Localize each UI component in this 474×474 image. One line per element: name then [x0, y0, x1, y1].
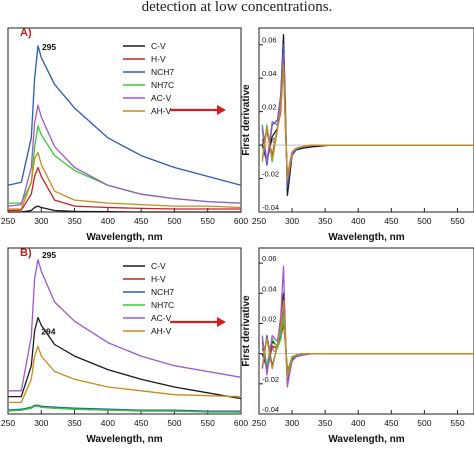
series-line	[7, 166, 241, 212]
series-line	[8, 125, 242, 204]
x-tick-label: 550	[450, 216, 464, 226]
x-tick-label: 300	[285, 418, 299, 428]
y-tick-label: -0.02	[262, 170, 279, 179]
legend-label: H-V	[151, 274, 166, 284]
legend-label: C-V	[151, 261, 166, 271]
y-tick-label: -0.04	[262, 203, 279, 212]
x-tick-label: 600	[234, 216, 248, 226]
series-line	[261, 292, 474, 385]
x-tick-label: 350	[67, 418, 81, 428]
y-axis-label: First derivative	[241, 295, 252, 367]
caption-fragment: detection at low concentrations.	[141, 0, 333, 15]
x-tick-label: 450	[384, 216, 398, 226]
x-tick-label: 400	[101, 418, 115, 428]
series-line	[8, 345, 242, 404]
x-tick-label: 450	[384, 418, 398, 428]
series-line	[261, 64, 474, 180]
chart-panel: 250 300 350 400 450 500 550 600 Wavelength, nm B)…	[1, 247, 248, 445]
series-line	[261, 315, 474, 373]
legend-label: NH7C	[151, 300, 174, 310]
x-tick-label: 300	[285, 216, 299, 226]
y-tick-label: 0.04	[262, 284, 277, 293]
legend-label: H-V	[151, 54, 166, 64]
series-line	[7, 45, 242, 186]
legend-label: NH7C	[151, 80, 174, 90]
series-line	[8, 205, 241, 213]
plot-frame	[258, 247, 474, 415]
red-arrow	[170, 317, 226, 327]
x-tick-label: 250	[252, 216, 266, 226]
x-tick-label: 300	[34, 216, 48, 226]
red-arrow	[170, 105, 226, 115]
panel-label: A)	[20, 27, 32, 39]
y-axis-label: First derivative	[241, 84, 252, 156]
chart-panel: 250 300 350 400 450 500 5500.060.040.020.00-0.…	[241, 247, 474, 445]
x-tick-label: 350	[318, 216, 332, 226]
x-tick-label: 400	[351, 216, 365, 226]
x-tick-label: 250	[252, 418, 266, 428]
y-tick-label: 0.02	[262, 314, 277, 323]
x-tick-label: 450	[134, 216, 148, 226]
series-line	[261, 307, 474, 377]
series-line	[261, 34, 474, 196]
series-line	[261, 322, 474, 373]
x-tick-label: 500	[417, 418, 431, 428]
x-tick-label: 250	[1, 418, 15, 428]
x-tick-label: 350	[67, 216, 81, 226]
series-line	[8, 316, 242, 400]
series-line	[261, 44, 474, 188]
series-line	[8, 258, 242, 392]
peak-label: 294	[41, 326, 55, 336]
x-tick-label: 300	[34, 418, 48, 428]
legend-label: NCH7	[151, 67, 174, 77]
plot-frame	[258, 27, 474, 213]
series-line	[8, 151, 242, 210]
x-tick-label: 400	[351, 418, 365, 428]
series-line	[261, 300, 474, 379]
y-tick-label: 0.04	[262, 69, 277, 78]
series-line	[261, 265, 474, 388]
y-tick-label: -0.02	[262, 375, 279, 384]
x-tick-label: 400	[101, 216, 115, 226]
series-line	[7, 405, 241, 413]
legend-label: AH-V	[151, 106, 172, 116]
legend-label: AH-V	[151, 326, 172, 336]
series-line	[7, 104, 242, 207]
peak-label: 295	[42, 42, 56, 52]
legend-label: AC-V	[151, 93, 172, 103]
series-line	[7, 404, 241, 412]
legend-label: C-V	[151, 41, 166, 51]
x-axis-label: Wavelength, nm	[86, 434, 162, 445]
x-axis-label: Wavelength, nm	[86, 232, 162, 243]
legend-label: AC-V	[151, 313, 172, 323]
x-tick-label: 500	[417, 216, 431, 226]
panel-label: B)	[20, 247, 32, 259]
x-tick-label: 350	[318, 418, 332, 428]
arrow-head	[217, 105, 226, 115]
x-tick-label: 500	[167, 216, 181, 226]
x-tick-label: 550	[450, 418, 464, 428]
x-tick-label: 500	[167, 418, 181, 428]
peak-label: 295	[42, 250, 56, 260]
plot-frame	[7, 247, 242, 415]
y-tick-label: 0.02	[262, 103, 277, 112]
y-tick-label: -0.04	[262, 405, 279, 414]
y-tick-label: 0.06	[262, 254, 277, 263]
x-tick-label: 550	[201, 216, 215, 226]
x-tick-label: 600	[234, 418, 248, 428]
chart-panel: 250 300 350 400 450 500 5500.060.040.020.00-0.…	[241, 27, 474, 243]
series-line	[261, 52, 474, 183]
legend-label: NCH7	[151, 287, 174, 297]
x-axis-label: Wavelength, nm	[328, 232, 404, 243]
x-tick-label: 250	[1, 216, 15, 226]
series-line	[261, 69, 474, 180]
y-tick-label: 0.06	[262, 36, 277, 45]
series-line	[261, 60, 474, 180]
arrow-head	[217, 317, 226, 327]
chart-panel: 250 300 350 400 450 500 550 600 Wavelength, nm A)…	[1, 27, 248, 243]
x-tick-label: 450	[134, 418, 148, 428]
x-tick-label: 550	[201, 418, 215, 428]
x-axis-label: Wavelength, nm	[328, 434, 404, 445]
